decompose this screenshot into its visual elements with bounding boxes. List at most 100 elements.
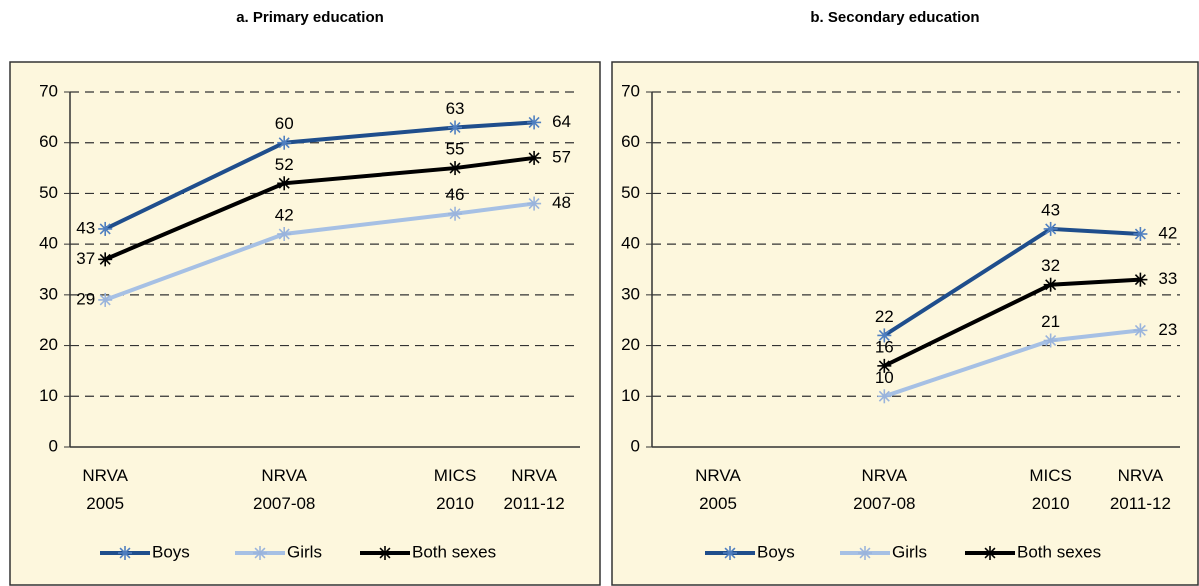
data-label: 32 xyxy=(1041,256,1060,275)
marker xyxy=(118,546,132,560)
y-tick-label: 30 xyxy=(39,284,58,303)
x-tick-label: NRVA 2007-08 xyxy=(853,466,915,513)
marker xyxy=(1043,333,1058,348)
legend-label: Boys xyxy=(757,542,795,561)
y-tick-label: 40 xyxy=(621,234,640,253)
marker-stroke xyxy=(449,162,461,174)
marker xyxy=(1043,277,1058,292)
data-label: 52 xyxy=(275,155,294,174)
marker xyxy=(253,546,267,560)
marker xyxy=(277,135,292,150)
marker xyxy=(1133,227,1148,241)
data-label: 46 xyxy=(446,185,465,204)
marker xyxy=(877,358,892,373)
marker-stroke xyxy=(878,329,890,341)
legend-label: Boys xyxy=(152,542,190,561)
x-tick-label: NRVA 2007-08 xyxy=(253,466,315,513)
marker xyxy=(983,546,997,560)
marker-stroke xyxy=(528,198,540,210)
marker-stroke xyxy=(379,547,391,559)
y-tick-label: 50 xyxy=(39,183,58,202)
marker-stroke xyxy=(278,228,290,240)
marker xyxy=(277,176,292,191)
marker-stroke xyxy=(1045,223,1057,235)
marker xyxy=(277,227,292,241)
y-tick-label: 10 xyxy=(39,386,58,405)
series-line xyxy=(104,201,535,302)
x-tick-label: NRVA 2011-12 xyxy=(504,466,565,513)
panel xyxy=(9,61,601,586)
marker xyxy=(98,252,113,267)
data-label: 37 xyxy=(76,249,95,268)
marker-stroke xyxy=(449,121,461,134)
legend-label: Both sexes xyxy=(412,542,496,561)
marker xyxy=(378,546,392,560)
y-tick-label: 50 xyxy=(621,183,640,202)
marker xyxy=(527,196,542,211)
data-label: 23 xyxy=(1158,320,1177,339)
data-label: 29 xyxy=(76,289,95,308)
data-label: 10 xyxy=(875,368,894,387)
data-label: 63 xyxy=(446,99,465,118)
marker-stroke xyxy=(1045,279,1057,291)
marker xyxy=(527,150,542,165)
marker-stroke xyxy=(254,547,266,559)
marker xyxy=(448,161,463,176)
marker-stroke xyxy=(449,208,461,220)
marker-stroke xyxy=(724,547,736,559)
marker-stroke xyxy=(859,547,871,559)
marker xyxy=(723,546,737,560)
y-tick-label: 60 xyxy=(39,132,58,151)
series-line xyxy=(104,155,535,262)
marker xyxy=(448,120,463,135)
marker-stroke xyxy=(99,294,111,306)
x-tick-label: NRVA 2005 xyxy=(695,466,741,513)
y-tick-label: 40 xyxy=(39,234,58,253)
marker-stroke xyxy=(278,177,290,189)
data-label: 64 xyxy=(552,112,571,131)
y-tick-label: 0 xyxy=(49,436,58,455)
marker-stroke xyxy=(528,116,540,128)
data-label: 57 xyxy=(552,147,571,166)
marker-stroke xyxy=(1045,334,1057,347)
marker xyxy=(527,115,542,130)
data-label: 42 xyxy=(275,205,294,224)
marker-stroke xyxy=(278,137,290,149)
x-tick-label: MICS 2010 xyxy=(1029,466,1072,513)
marker xyxy=(448,206,463,221)
chart-title: b. Secondary education xyxy=(810,9,979,26)
marker-stroke xyxy=(1134,324,1146,336)
legend-label: Both sexes xyxy=(1017,542,1101,561)
y-tick-label: 70 xyxy=(39,81,58,100)
y-tick-label: 60 xyxy=(621,132,640,151)
marker-stroke xyxy=(878,390,890,402)
y-tick-label: 20 xyxy=(621,335,640,354)
marker xyxy=(1133,323,1148,338)
marker-stroke xyxy=(878,360,890,372)
marker-stroke xyxy=(984,547,996,559)
data-label: 60 xyxy=(275,114,294,133)
marker xyxy=(877,389,892,404)
marker xyxy=(1133,272,1148,287)
legend-label: Girls xyxy=(287,542,322,561)
marker-stroke xyxy=(99,223,111,235)
series-line xyxy=(104,120,535,231)
y-tick-label: 70 xyxy=(621,81,640,100)
marker xyxy=(98,292,113,307)
data-label: 43 xyxy=(1041,200,1060,219)
marker-stroke xyxy=(528,152,540,164)
marker xyxy=(1043,221,1058,236)
data-label: 33 xyxy=(1158,269,1177,288)
marker xyxy=(877,328,892,343)
marker xyxy=(98,221,113,236)
marker xyxy=(858,546,872,560)
marker-stroke xyxy=(99,253,111,265)
marker-stroke xyxy=(119,547,131,559)
data-label: 16 xyxy=(875,337,894,356)
y-tick-label: 10 xyxy=(621,386,640,405)
x-tick-label: NRVA 2005 xyxy=(82,466,128,513)
data-label: 21 xyxy=(1041,312,1060,331)
y-tick-label: 30 xyxy=(621,284,640,303)
x-tick-label: NRVA 2011-12 xyxy=(1110,466,1171,513)
